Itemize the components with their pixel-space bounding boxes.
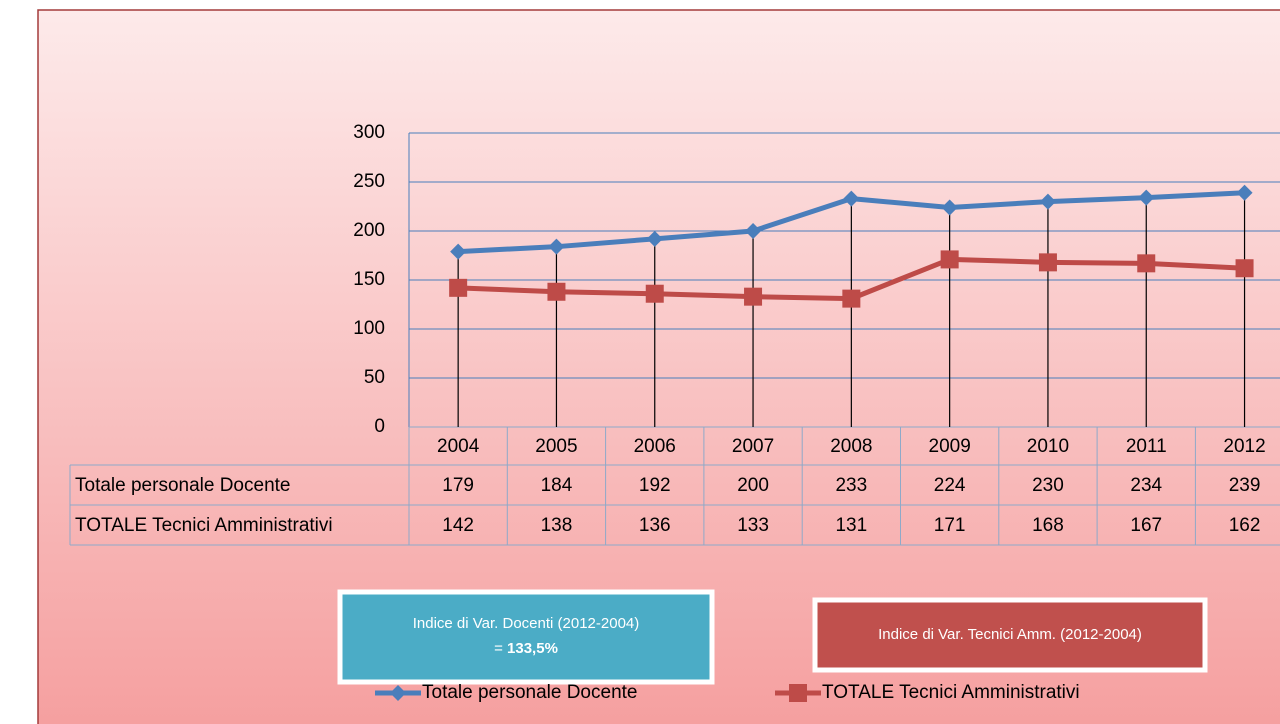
marker bbox=[1038, 253, 1057, 272]
y-tick-label: 0 bbox=[374, 416, 385, 437]
marker bbox=[646, 230, 663, 247]
table-cell: 233 bbox=[835, 475, 867, 496]
annotation-sign: = bbox=[494, 640, 503, 657]
table-cell: 230 bbox=[1032, 475, 1064, 496]
table-cell: 138 bbox=[541, 515, 573, 536]
annotation-text: Indice di Var. Tecnici Amm. (2012-2004) bbox=[878, 626, 1142, 643]
table-cell: 171 bbox=[934, 515, 966, 536]
x-tick-label: 2007 bbox=[732, 436, 774, 457]
annotation-result: = 133,5% bbox=[494, 640, 558, 657]
table-cell: 142 bbox=[442, 515, 474, 536]
annotation-box bbox=[337, 589, 715, 685]
table-row-label: TOTALE Tecnici Amministrativi bbox=[75, 515, 333, 536]
annotation-value: 133,5% bbox=[507, 640, 558, 657]
table-cell: 192 bbox=[639, 475, 671, 496]
x-tick-label: 2009 bbox=[929, 436, 971, 457]
y-tick-label: 50 bbox=[364, 367, 385, 388]
marker bbox=[1138, 189, 1155, 206]
marker bbox=[940, 250, 959, 269]
table-cell: 200 bbox=[737, 475, 769, 496]
marker bbox=[842, 289, 861, 308]
annotation-text: Indice di Var. Docenti (2012-2004) bbox=[413, 615, 640, 632]
marker bbox=[547, 282, 566, 301]
table-cell: 184 bbox=[541, 475, 573, 496]
annotation-box bbox=[812, 597, 1208, 673]
table-cell: 131 bbox=[835, 515, 867, 536]
marker bbox=[745, 223, 762, 239]
y-tick-label: 200 bbox=[353, 220, 385, 241]
y-tick-label: 300 bbox=[353, 122, 385, 143]
x-tick-label: 2005 bbox=[535, 436, 577, 457]
x-tick-label: 2011 bbox=[1126, 436, 1167, 457]
marker bbox=[941, 199, 958, 216]
marker bbox=[548, 238, 565, 255]
table-cell: 234 bbox=[1130, 475, 1162, 496]
table-cell: 179 bbox=[442, 475, 474, 496]
marker bbox=[1236, 184, 1253, 201]
table-cell: 224 bbox=[934, 475, 966, 496]
table-row-label: Totale personale Docente bbox=[75, 475, 290, 496]
table-cell: 167 bbox=[1130, 515, 1162, 536]
legend-label: Totale personale Docente bbox=[422, 682, 637, 703]
marker bbox=[744, 287, 763, 306]
marker bbox=[843, 190, 860, 207]
x-tick-label: 2004 bbox=[437, 436, 480, 457]
x-tick-label: 2012 bbox=[1223, 436, 1265, 457]
marker bbox=[1137, 254, 1156, 273]
table-cell: 136 bbox=[639, 515, 671, 536]
table-cell: 239 bbox=[1229, 475, 1261, 496]
marker bbox=[390, 685, 406, 701]
y-tick-label: 100 bbox=[353, 318, 385, 339]
marker bbox=[450, 243, 467, 260]
marker bbox=[645, 284, 664, 303]
x-tick-label: 2010 bbox=[1027, 436, 1069, 457]
table-cell: 162 bbox=[1229, 515, 1261, 536]
marker bbox=[449, 278, 468, 297]
marker bbox=[789, 684, 807, 702]
marker bbox=[1235, 259, 1254, 278]
y-tick-label: 150 bbox=[353, 269, 385, 290]
x-tick-label: 2006 bbox=[634, 436, 676, 457]
y-tick-label: 250 bbox=[353, 171, 385, 192]
x-tick-label: 2008 bbox=[830, 436, 872, 457]
table-cell: 168 bbox=[1032, 515, 1064, 536]
legend-label: TOTALE Tecnici Amministrativi bbox=[822, 682, 1080, 703]
table-cell: 133 bbox=[737, 515, 769, 536]
marker bbox=[1039, 193, 1056, 210]
